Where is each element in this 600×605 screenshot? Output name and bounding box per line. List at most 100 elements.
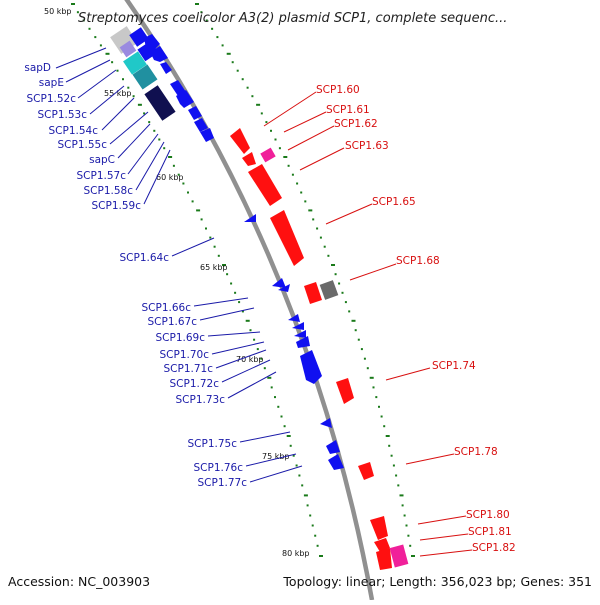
outer-tick-dot xyxy=(348,310,351,313)
gene-label-scp1-63[interactable]: SCP1.63 xyxy=(345,140,389,152)
outer-tick-dot xyxy=(256,103,261,106)
inner-tick-dot xyxy=(217,254,220,257)
outer-tick-dot xyxy=(308,209,313,212)
outer-tick-dot xyxy=(366,367,369,370)
gene-label-scp1-54c[interactable]: SCP1.54c xyxy=(49,125,99,137)
gene-blue-block-a[interactable] xyxy=(129,27,149,47)
gene-fwd-scp1-78[interactable] xyxy=(358,462,374,480)
gene-arrow-rev-2[interactable] xyxy=(150,46,168,62)
gene-pink-scp1-82[interactable] xyxy=(389,544,409,568)
outer-tick-dot xyxy=(221,44,224,47)
gene-pink-scp1-62[interactable] xyxy=(260,147,276,163)
inner-tick-dot xyxy=(253,338,256,341)
gene-arrow-rev-13[interactable] xyxy=(292,322,304,330)
gene-label-scp1-73c[interactable]: SCP1.73c xyxy=(176,394,226,406)
gene-arrow-rev-1[interactable] xyxy=(144,34,160,50)
gene-label-scp1-71c[interactable]: SCP1.71c xyxy=(164,363,214,375)
inner-tick-dot xyxy=(200,218,203,221)
tick-guides xyxy=(71,3,415,557)
gene-fwd-scp1-74[interactable] xyxy=(336,378,354,404)
gene-arrow-rev-3[interactable] xyxy=(160,62,172,74)
gene-label-scp1-61[interactable]: SCP1.61 xyxy=(326,104,370,116)
gene-fwd-scp1-68a[interactable] xyxy=(304,282,322,304)
gene-label-scp1-77c[interactable]: SCP1.77c xyxy=(198,477,248,489)
gene-label-scp1-66c[interactable]: SCP1.66c xyxy=(142,302,192,314)
inner-tick-dot xyxy=(191,200,194,203)
outer-tick-dot xyxy=(231,61,234,64)
gene-label-scp1-64c[interactable]: SCP1.64c xyxy=(120,252,170,264)
gene-label-scp1-62[interactable]: SCP1.62 xyxy=(334,118,378,130)
inner-tick-dot xyxy=(76,11,79,14)
gene-fwd-scp1-81[interactable] xyxy=(374,538,390,552)
inner-tick-dot xyxy=(168,156,173,158)
gene-label-sape[interactable]: sapE xyxy=(39,77,64,89)
gene-fwd-scp1-63[interactable] xyxy=(248,164,282,206)
gene-arrow-rev-7[interactable] xyxy=(194,118,208,132)
gene-label-scp1-55c[interactable]: SCP1.55c xyxy=(58,139,108,151)
gene-arrow-rev-5[interactable] xyxy=(176,90,194,108)
gene-arrow-rev-19[interactable] xyxy=(328,454,344,470)
inner-tick-dot xyxy=(182,182,185,185)
gene-cyan[interactable] xyxy=(123,51,147,75)
gene-label-scp1-80[interactable]: SCP1.80 xyxy=(466,509,510,521)
inner-tick-dot xyxy=(249,329,252,332)
gene-label-scp1-78[interactable]: SCP1.78 xyxy=(454,446,498,458)
gene-label-scp1-60[interactable]: SCP1.60 xyxy=(316,84,360,96)
inner-tick-dot xyxy=(298,474,301,477)
gene-fwd-scp1-61[interactable] xyxy=(242,152,256,166)
gene-label-scp1-74[interactable]: SCP1.74 xyxy=(432,360,476,372)
reverse-leader-lines xyxy=(55,47,303,483)
gene-label-scp1-53c[interactable]: SCP1.53c xyxy=(38,109,88,121)
inner-tick-dot xyxy=(177,173,180,176)
gene-arrow-rev-11[interactable] xyxy=(278,284,290,292)
gene-label-scp1-65[interactable]: SCP1.65 xyxy=(372,196,416,208)
gene-label-scp1-69c[interactable]: SCP1.69c xyxy=(156,332,206,344)
gene-label-scp1-72c[interactable]: SCP1.72c xyxy=(170,378,220,390)
outer-tick-dot xyxy=(363,357,366,360)
gene-label-sapd[interactable]: sapD xyxy=(24,62,51,74)
gene-arrow-rev-17[interactable] xyxy=(320,418,332,428)
gene-fwd-scp1-82[interactable] xyxy=(376,548,392,570)
inner-tick-dot xyxy=(309,514,312,517)
outer-tick-dot xyxy=(304,200,307,203)
inner-tick-dot xyxy=(263,367,266,370)
gene-label-scp1-82[interactable]: SCP1.82 xyxy=(472,542,516,554)
gene-arrow-rev-4[interactable] xyxy=(170,80,186,96)
gene-label-scp1-58c[interactable]: SCP1.58c xyxy=(84,185,134,197)
map-title: Streptomyces coelicolor A3(2) plasmid SC… xyxy=(78,11,507,26)
gene-gray-scp1-68[interactable] xyxy=(319,280,339,300)
gene-label-scp1-59c[interactable]: SCP1.59c xyxy=(92,200,142,212)
gene-arrow-rev-14[interactable] xyxy=(294,330,306,338)
gene-fwd-scp1-80[interactable] xyxy=(370,516,388,540)
gene-fwd-scp1-60[interactable] xyxy=(230,128,250,154)
gene-label-scp1-70c[interactable]: SCP1.70c xyxy=(160,349,210,361)
gene-teal[interactable] xyxy=(132,64,158,90)
gene-arrow-rev-10[interactable] xyxy=(272,278,286,288)
inner-tick-dot xyxy=(241,310,244,313)
gene-label-scp1-52c[interactable]: SCP1.52c xyxy=(27,93,77,105)
outer-tick-dot xyxy=(327,254,330,257)
inner-tick-dot xyxy=(230,282,233,285)
gene-lavender[interactable] xyxy=(119,40,137,58)
gene-arrow-rev-16[interactable] xyxy=(300,350,322,384)
gene-label-scp1-81[interactable]: SCP1.81 xyxy=(468,526,512,538)
gene-arrow-rev-6[interactable] xyxy=(188,106,202,120)
gene-label-scp1-57c[interactable]: SCP1.57c xyxy=(77,170,127,182)
gene-label-sapc[interactable]: sapC xyxy=(89,154,115,166)
gene-arrow-rev-12[interactable] xyxy=(288,314,300,322)
gene-label-scp1-68[interactable]: SCP1.68 xyxy=(396,255,440,267)
gene-arrow-rev-9[interactable] xyxy=(244,214,256,222)
gene-dark-navy[interactable] xyxy=(144,85,176,121)
outer-tick-dot xyxy=(378,405,380,408)
inner-tick-dot xyxy=(153,129,156,132)
gene-arrow-rev-15[interactable] xyxy=(296,336,310,348)
gene-label-scp1-75c[interactable]: SCP1.75c xyxy=(188,438,238,450)
gene-label-scp1-67c[interactable]: SCP1.67c xyxy=(148,316,198,328)
inner-tick-dot xyxy=(88,27,91,30)
gene-arrow-rev-18[interactable] xyxy=(326,440,340,454)
gene-label-scp1-76c[interactable]: SCP1.76c xyxy=(194,462,244,474)
outer-tick-dot xyxy=(401,504,404,507)
gene-fwd-scp1-65[interactable] xyxy=(270,210,304,266)
gene-arrow-rev-8[interactable] xyxy=(200,128,214,142)
